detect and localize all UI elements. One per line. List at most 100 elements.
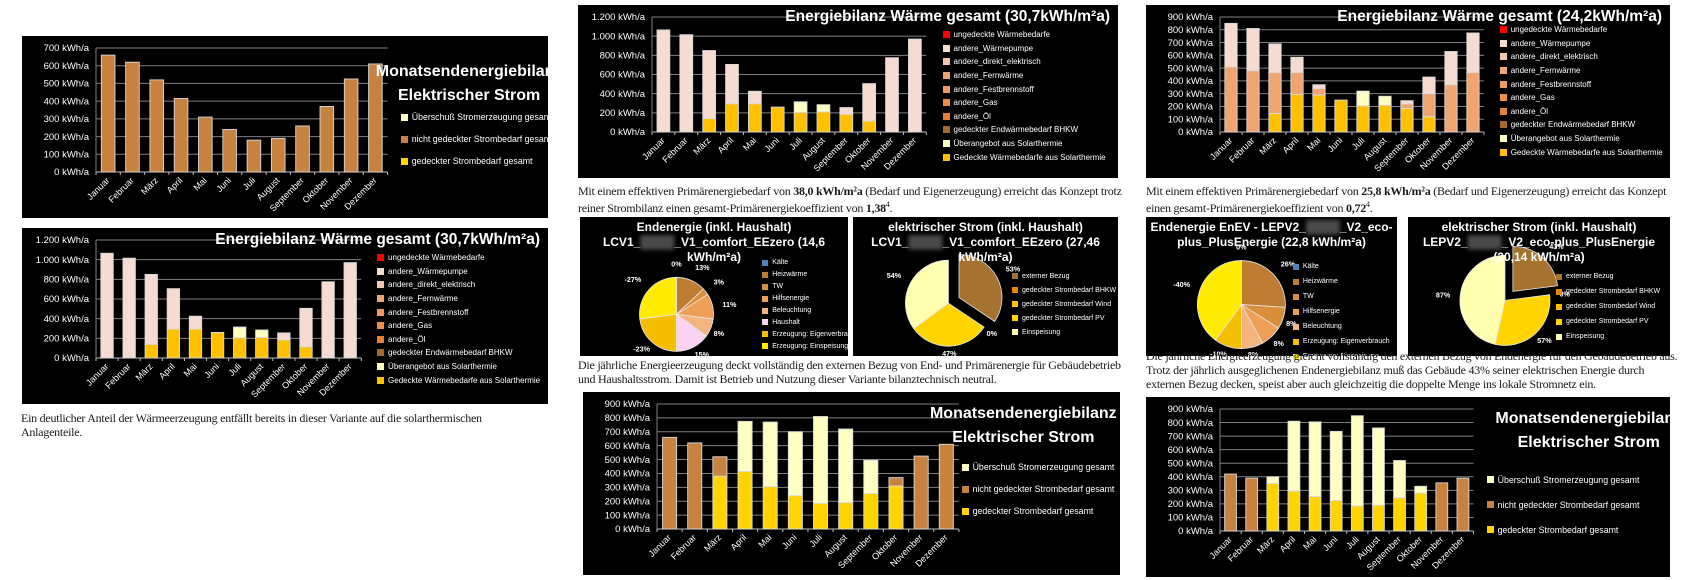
- legend-swatch: [1292, 338, 1299, 345]
- pie-title: Endenergie (inkl. Haushalt) LCV1_████_V1_…: [602, 220, 826, 264]
- legend-label: andere_Öl: [1510, 106, 1549, 116]
- svg-text:8%: 8%: [1274, 339, 1285, 348]
- legend-label: andere_Fernwärme: [388, 294, 458, 304]
- legend-item: Kälte: [1292, 259, 1390, 274]
- svg-text:500 kWh/a: 500 kWh/a: [605, 455, 651, 466]
- svg-text:1.000 kWh/a: 1.000 kWh/a: [592, 31, 646, 42]
- legend-swatch: [762, 259, 769, 266]
- svg-text:400 kWh/a: 400 kWh/a: [1168, 76, 1214, 87]
- legend-item: gedeckter Strombedarf PV: [1556, 314, 1660, 329]
- svg-text:8%: 8%: [1286, 319, 1297, 328]
- legend-item: Kälte: [762, 257, 859, 269]
- legend-swatch: [762, 307, 769, 314]
- legend-item: andere_Festbrennstoff: [1499, 77, 1663, 91]
- legend-swatch: [1486, 526, 1494, 533]
- legend-item: gedeckter Endwärmebedarf BHKW: [942, 123, 1106, 137]
- legend-label: ungedeckte Wärmebedarfe: [388, 253, 485, 263]
- legend-item: Einspeisung: [1556, 329, 1660, 344]
- legend-item: andere_Wärmepumpe: [942, 42, 1106, 56]
- svg-text:600 kWh/a: 600 kWh/a: [1168, 445, 1214, 456]
- svg-text:400 kWh/a: 400 kWh/a: [44, 96, 90, 107]
- legend-item: Einspeisung: [1012, 325, 1116, 339]
- legend-item: andere_direkt_elektrisch: [377, 278, 540, 292]
- pie-endenergie-lepv2: 0% 26% 8% 8% 8% -10% -40% Endenergie EnEV - LEP…: [1146, 217, 1397, 360]
- legend-swatch: [762, 271, 769, 278]
- svg-text:300 kWh/a: 300 kWh/a: [1168, 89, 1214, 100]
- legend-item: Hilfsenergie: [762, 293, 859, 305]
- svg-text:57%: 57%: [1537, 336, 1552, 345]
- legend-swatch: [1499, 39, 1507, 47]
- svg-text:Februar: Februar: [107, 175, 136, 204]
- legend-label: Überschuß Stromerzeugung gesamt: [411, 112, 554, 122]
- legend-item: gedeckter Strombedarf gesamt: [400, 150, 554, 172]
- note-mid-result: Die jährliche Energieerzeugung deckt vol…: [578, 358, 1121, 386]
- svg-text:600 kWh/a: 600 kWh/a: [600, 70, 646, 81]
- chart-legend: ungedeckte Wärmebedarfe andere_Wärmepumpe…: [377, 251, 540, 387]
- svg-text:200 kWh/a: 200 kWh/a: [1168, 499, 1214, 510]
- svg-text:500 kWh/a: 500 kWh/a: [44, 79, 90, 90]
- legend-label: nicht gedeckter Strombedarf gesamt: [1497, 499, 1640, 510]
- legend-swatch: [942, 31, 950, 39]
- legend-item: nicht gedeckter Strombedarf gesamt: [400, 128, 554, 150]
- legend-label: gedeckter Strombedarf Wind: [1022, 300, 1112, 308]
- pie-canvas: 43% 0% 57% 87%: [1436, 242, 1571, 346]
- svg-text:März: März: [1255, 534, 1277, 556]
- svg-text:Juli: Juli: [1344, 534, 1361, 551]
- legend-swatch: [400, 113, 408, 121]
- legend-swatch: [377, 308, 385, 316]
- legend-swatch: [1486, 501, 1494, 508]
- legend-label: Kälte: [772, 259, 789, 267]
- legend-label: Heizwärme: [1302, 278, 1338, 285]
- legend-item: andere_Öl: [942, 110, 1106, 124]
- legend-label: gedeckter Endwärmebedarf BHKW: [388, 348, 513, 358]
- svg-text:0 kWh/a: 0 kWh/a: [1178, 526, 1214, 537]
- svg-text:0 kWh/a: 0 kWh/a: [1178, 127, 1214, 138]
- legend-swatch: [377, 254, 385, 262]
- legend-label: andere_Wärmepumpe: [388, 266, 468, 276]
- svg-text:0 kWh/a: 0 kWh/a: [615, 524, 651, 535]
- svg-text:400 kWh/a: 400 kWh/a: [605, 469, 651, 480]
- legend-item: Heizwärme: [1292, 274, 1390, 289]
- legend-swatch: [1292, 308, 1299, 315]
- svg-text:Mai: Mai: [191, 175, 208, 192]
- svg-text:200 kWh/a: 200 kWh/a: [600, 108, 646, 119]
- svg-text:März: März: [133, 361, 155, 383]
- legend-label: Haushalt: [772, 318, 800, 326]
- legend-label: Einspeisung: [1566, 333, 1605, 340]
- legend-label: Einspeisung: [1022, 328, 1061, 336]
- chart-canvas: 0 kWh/a 100 kWh/a 200 kWh/a 300 kWh/a 400 kW…: [44, 43, 389, 214]
- legend-label: TW: [772, 283, 784, 291]
- svg-text:900 kWh/a: 900 kWh/a: [1168, 404, 1214, 415]
- legend-swatch: [1499, 67, 1507, 75]
- svg-text:März: März: [139, 175, 161, 197]
- svg-text:Juni: Juni: [762, 135, 781, 154]
- legend-swatch: [1499, 107, 1507, 115]
- svg-text:400 kWh/a: 400 kWh/a: [600, 89, 646, 100]
- svg-text:47%: 47%: [942, 349, 957, 356]
- legend-item: andere_Fernwärme: [1499, 64, 1663, 78]
- legend-swatch: [377, 295, 385, 303]
- legend-item: gedeckter Strombedarf BHKW: [1012, 283, 1116, 297]
- legend-item: Beleuchtung: [762, 305, 859, 317]
- legend-swatch: [1486, 476, 1494, 483]
- svg-text:300 kWh/a: 300 kWh/a: [44, 114, 90, 125]
- legend-swatch: [942, 72, 950, 80]
- svg-text:400 kWh/a: 400 kWh/a: [1168, 472, 1214, 483]
- legend-item: ungedeckte Wärmebedarfe: [1499, 23, 1663, 37]
- legend-swatch: [1499, 80, 1507, 88]
- legend-item: andere_direkt_elektrisch: [1499, 50, 1663, 64]
- legend-item: andere_Gas: [1499, 91, 1663, 105]
- legend-item: Überangebot aus Solarthermie: [377, 360, 540, 374]
- svg-text:11%: 11%: [722, 300, 737, 309]
- svg-text:800 kWh/a: 800 kWh/a: [44, 275, 90, 286]
- svg-text:43%: 43%: [1549, 242, 1564, 251]
- legend-swatch: [942, 153, 950, 161]
- legend-label: andere_Festbrennstoff: [1510, 79, 1592, 89]
- chart-legend: Überschuß Stromerzeugung gesamt nicht ged…: [961, 456, 1115, 522]
- chart-strom-monthly-v0: 0 kWh/a 100 kWh/a 200 kWh/a 300 kWh/a 400 kW…: [22, 36, 562, 218]
- legend-item: Überschuß Stromerzeugung gesamt: [961, 456, 1115, 478]
- svg-text:700 kWh/a: 700 kWh/a: [44, 43, 90, 54]
- svg-text:600 kWh/a: 600 kWh/a: [44, 61, 90, 72]
- svg-text:500 kWh/a: 500 kWh/a: [1168, 63, 1214, 74]
- note-right-result: Die jährliche Energieerzeugung gleicht v…: [1146, 349, 1678, 391]
